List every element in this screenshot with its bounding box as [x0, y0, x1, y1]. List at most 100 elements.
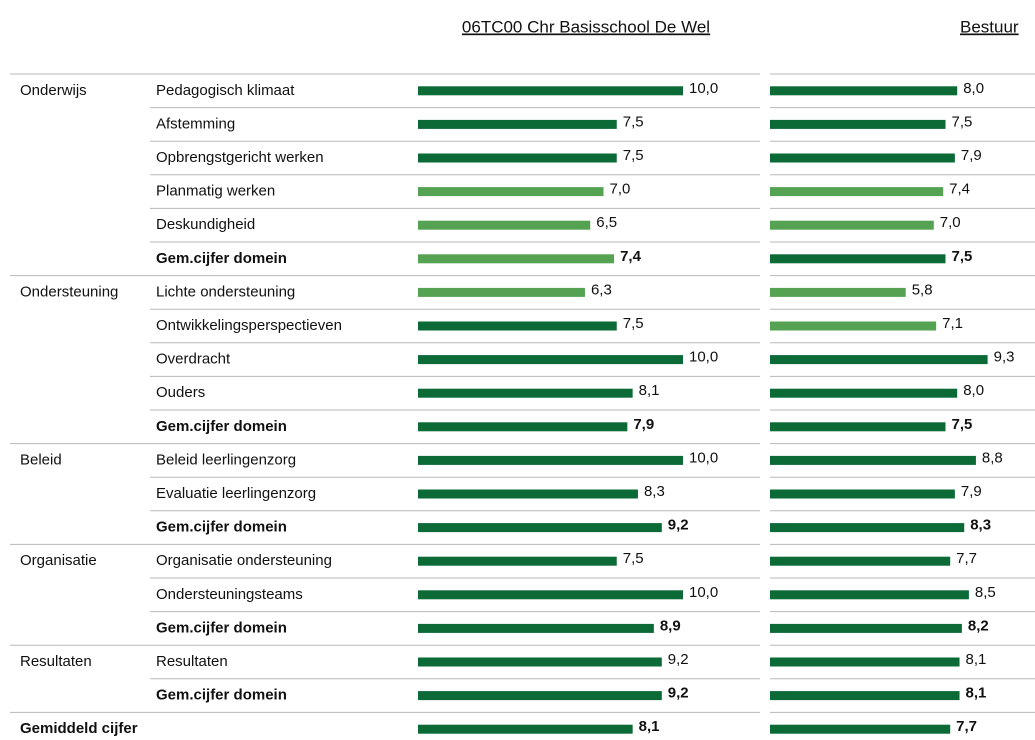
bar — [418, 220, 591, 230]
value-label: 7,9 — [961, 483, 982, 500]
category-label: Evaluatie leerlingenzorg — [156, 485, 316, 502]
bar — [770, 489, 955, 499]
category-label: Lichte ondersteuning — [156, 283, 295, 300]
bar — [418, 657, 662, 667]
domain-label: Resultaten — [20, 653, 92, 670]
value-label: 7,5 — [623, 550, 644, 567]
column-header: 06TC00 Chr Basisschool De Wel — [462, 17, 710, 36]
bar — [418, 86, 683, 96]
value-label: 7,5 — [952, 248, 973, 265]
bar — [770, 220, 934, 230]
value-label: 7,7 — [956, 550, 977, 567]
bar — [418, 724, 633, 734]
value-label: 8,8 — [982, 449, 1003, 466]
category-label: Beleid leerlingenzorg — [156, 451, 296, 468]
bar — [418, 691, 662, 701]
value-label: 9,3 — [994, 349, 1015, 366]
bar — [418, 489, 638, 499]
domain-label: Beleid — [20, 451, 62, 468]
category-label: Opbrengstgericht werken — [156, 149, 324, 166]
category-label: Organisatie ondersteuning — [156, 552, 332, 569]
bar — [418, 422, 628, 432]
value-label: 7,5 — [623, 147, 644, 164]
value-label: 8,9 — [660, 617, 681, 634]
bar — [418, 523, 662, 533]
bar — [770, 422, 946, 432]
value-label: 8,0 — [963, 382, 984, 399]
value-label: 8,3 — [644, 483, 665, 500]
value-label: 6,5 — [596, 214, 617, 231]
value-label: 8,5 — [975, 584, 996, 601]
category-label: Pedagogisch klimaat — [156, 82, 295, 99]
value-label: 8,1 — [639, 718, 660, 735]
value-label: 7,1 — [942, 315, 963, 332]
domain-label: Onderwijs — [20, 82, 87, 99]
domain-label: Organisatie — [20, 552, 97, 569]
bar — [770, 623, 962, 633]
category-label: Gem.cijfer domein — [156, 418, 287, 435]
category-label: Overdracht — [156, 351, 231, 368]
category-label: Resultaten — [156, 653, 228, 670]
bar — [418, 254, 615, 264]
value-label: 6,3 — [591, 281, 612, 298]
value-label: 10,0 — [689, 584, 718, 601]
category-label: Ouders — [156, 384, 205, 401]
bar — [418, 321, 617, 331]
value-label: 7,5 — [623, 113, 644, 130]
category-label: Deskundigheid — [156, 216, 255, 233]
value-label: 10,0 — [689, 349, 718, 366]
bar — [770, 287, 906, 297]
bar — [770, 724, 951, 734]
value-label: 8,3 — [970, 517, 991, 534]
value-label: 7,7 — [956, 718, 977, 735]
bar — [418, 287, 585, 297]
value-label: 8,1 — [966, 651, 987, 668]
value-label: 7,0 — [610, 181, 631, 198]
value-label: 7,9 — [961, 147, 982, 164]
category-label: Ontwikkelingsperspectieven — [156, 317, 342, 334]
domain-label: Ondersteuning — [20, 283, 118, 300]
domain-label: Gemiddeld cijfer — [20, 720, 138, 737]
bar — [770, 119, 946, 129]
bar — [770, 657, 960, 667]
value-label: 7,4 — [949, 181, 970, 198]
bar — [418, 153, 617, 163]
category-label: Gem.cijfer domein — [156, 250, 287, 267]
value-label: 7,9 — [633, 416, 654, 433]
category-label: Gem.cijfer domein — [156, 519, 287, 536]
bar — [770, 254, 946, 264]
bar — [418, 119, 617, 129]
bar — [418, 187, 604, 197]
value-label: 9,2 — [668, 517, 689, 534]
bar — [770, 523, 965, 533]
value-label: 7,0 — [940, 214, 961, 231]
value-label: 8,2 — [968, 617, 989, 634]
bar — [418, 590, 683, 600]
category-label: Ondersteuningsteams — [156, 586, 303, 603]
value-label: 7,4 — [620, 248, 642, 265]
value-label: 10,0 — [689, 80, 718, 97]
bar — [770, 187, 944, 197]
bar — [418, 556, 617, 566]
category-label: Afstemming — [156, 115, 235, 132]
bar — [770, 321, 937, 331]
value-label: 9,2 — [668, 685, 689, 702]
bar — [770, 153, 955, 163]
column-header: Bestuur — [960, 17, 1019, 36]
value-label: 10,0 — [689, 449, 718, 466]
value-label: 9,2 — [668, 651, 689, 668]
bar — [770, 388, 958, 398]
category-label: Gem.cijfer domein — [156, 619, 287, 636]
bar — [418, 355, 683, 365]
category-label: Planmatig werken — [156, 183, 275, 200]
bar — [770, 86, 958, 96]
value-label: 8,0 — [963, 80, 984, 97]
bar — [770, 355, 988, 365]
bar — [418, 455, 683, 465]
value-label: 7,5 — [623, 315, 644, 332]
value-label: 7,5 — [952, 113, 973, 130]
category-label: Gem.cijfer domein — [156, 687, 287, 704]
bar — [418, 388, 633, 398]
bar — [418, 623, 654, 633]
